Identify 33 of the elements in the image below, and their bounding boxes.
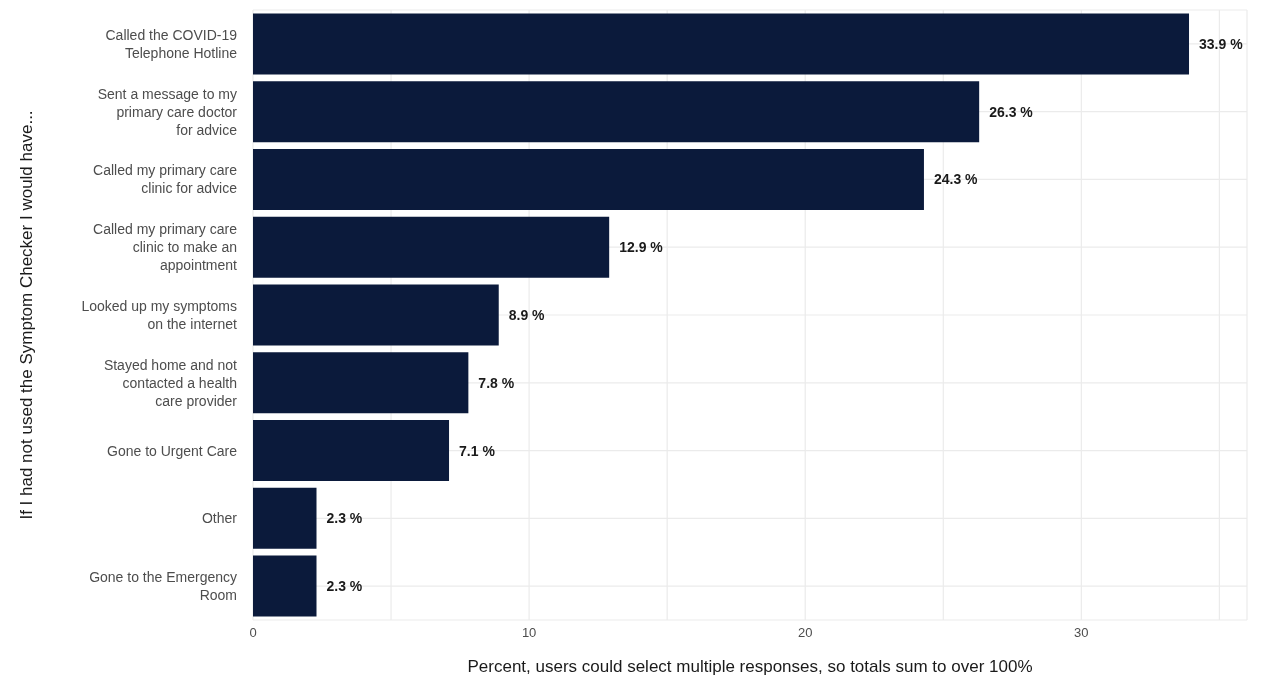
y-tick-label: Called the COVID-19 Telephone Hotline: [105, 26, 238, 61]
y-tick-label: Gone to Urgent Care: [107, 442, 238, 459]
y-tick-label: Sent a message to my primary care doctor for advice: [97, 85, 238, 138]
data-label: 8.9 %: [508, 307, 546, 323]
data-label: 2.3 %: [326, 578, 363, 595]
y-tick-label: Called my primary care clinic to make an appointment: [93, 221, 238, 274]
y-tick-label: Called my primary care clinic for advice: [93, 162, 238, 197]
data-label: 7.1 %: [459, 442, 496, 459]
x-axis-title: Percent, users could select multiple responses, so totals sum to over 100%: [467, 657, 1033, 676]
data-label: 12.9 %: [619, 239, 664, 256]
bar: [253, 13, 1190, 75]
y-tick-label: Gone to the Emergency Room: [89, 569, 237, 604]
x-tick-label: 20: [797, 625, 813, 641]
bar: [253, 216, 610, 278]
data-label: 2.3 %: [326, 510, 363, 527]
data-label: 24.3 %: [933, 171, 979, 188]
x-tick-label: 30: [1074, 625, 1089, 641]
data-label: 33.9 %: [1199, 35, 1244, 52]
bar: [253, 420, 450, 482]
data-label: 26.3 %: [989, 103, 1034, 120]
y-tick-label: Stayed home and not contacted a health care provider: [103, 356, 238, 409]
bar: [253, 352, 469, 414]
y-axis-title: If I had not used the Symptom Checker I would have...: [17, 110, 37, 520]
bar: [253, 148, 924, 210]
y-tick-label: Other: [201, 510, 238, 527]
bar: [253, 284, 499, 346]
y-tick-label: Looked up my symptoms on the internet: [81, 298, 238, 332]
bar: [253, 81, 980, 143]
x-tick-label: 10: [521, 625, 537, 641]
bar: [253, 555, 317, 617]
bar: [253, 487, 317, 549]
data-label: 7.8 %: [478, 374, 515, 391]
x-tick-label: 0: [249, 625, 257, 641]
